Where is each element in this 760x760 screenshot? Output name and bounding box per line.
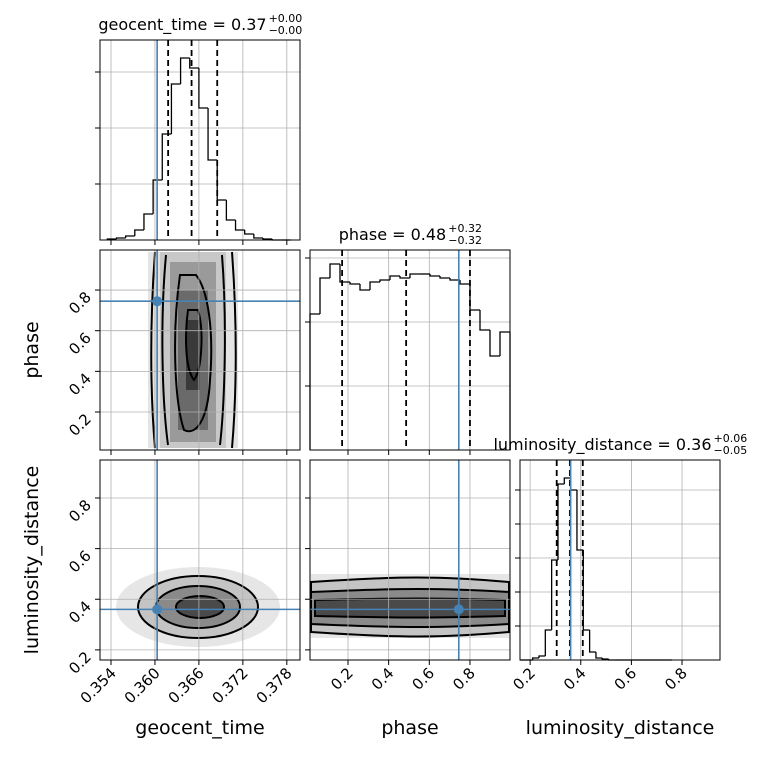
histogram-step <box>499 331 510 356</box>
panel-frame <box>99 39 301 241</box>
truth-marker <box>453 604 464 615</box>
histogram-step <box>479 310 490 331</box>
x-tick-label: 0.2 <box>509 664 539 694</box>
truth-marker <box>152 604 163 615</box>
x-tick-label: 0.6 <box>611 664 641 694</box>
histogram-step <box>582 550 590 631</box>
x-axis-label: phase <box>381 717 438 739</box>
x-tick-label: 0.8 <box>449 664 479 694</box>
histogram-step <box>349 282 360 285</box>
panel-frame <box>99 249 301 451</box>
histogram-step <box>469 284 480 311</box>
title-lower: −0.32 <box>448 234 482 247</box>
histogram-step <box>262 238 273 240</box>
x-axis-label: luminosity_distance <box>526 717 715 739</box>
y-tick-label: 0.2 <box>65 410 95 440</box>
histogram-step <box>134 229 144 236</box>
panel-frame <box>309 459 511 661</box>
histogram-step <box>601 658 609 660</box>
histogram-step <box>449 278 460 281</box>
x-tick-label: 0.372 <box>209 664 252 707</box>
histogram-step <box>216 160 227 201</box>
x-tick-label: 0.2 <box>327 664 357 694</box>
histogram-step <box>309 313 320 450</box>
histogram-step <box>429 274 440 277</box>
title-upper: +0.32 <box>448 222 482 235</box>
y-tick-label: 0.6 <box>65 329 95 359</box>
histogram-step <box>234 220 245 231</box>
histogram-step <box>409 273 420 278</box>
y-tick-label: 0.8 <box>65 496 95 526</box>
histogram-step <box>459 280 470 285</box>
x-axis-label: geocent_time <box>135 717 264 739</box>
y-axis-label: luminosity_distance <box>21 466 43 655</box>
panel-frame <box>309 249 511 451</box>
histogram-step <box>489 330 500 357</box>
histogram-step <box>170 83 181 134</box>
y-tick-label: 0.6 <box>65 547 95 577</box>
histogram-step <box>339 264 350 283</box>
histogram-step <box>369 281 380 290</box>
histogram-step <box>379 279 390 282</box>
histogram-step <box>161 133 172 180</box>
x-tick-label: 0.360 <box>121 664 164 707</box>
panel-title: phase = 0.48 <box>339 225 446 244</box>
histogram-step <box>152 179 163 214</box>
title-lower: −0.05 <box>714 444 748 457</box>
histogram-step <box>576 490 584 551</box>
histogram-step <box>588 630 596 653</box>
x-tick-label: 0.8 <box>661 664 691 694</box>
histogram-step <box>115 237 126 239</box>
histogram-step <box>439 276 450 279</box>
y-tick-label: 0.2 <box>65 648 95 678</box>
histogram-step <box>253 234 264 239</box>
histogram-step <box>329 263 340 278</box>
histogram-step <box>557 483 565 560</box>
x-tick-label: 0.378 <box>253 664 296 707</box>
y-tick-label: 0.8 <box>65 288 95 318</box>
histogram-step <box>544 629 552 656</box>
y-axis-label: phase <box>21 321 43 378</box>
histogram-step <box>319 277 330 314</box>
x-tick-label: 0.366 <box>165 664 208 707</box>
histogram-step <box>538 655 546 658</box>
title-lower: −0.00 <box>269 24 303 37</box>
truth-marker <box>152 296 163 307</box>
histogram-step <box>179 57 190 84</box>
histogram-step <box>399 276 410 279</box>
histogram-step <box>225 200 236 221</box>
histogram-step <box>143 213 154 230</box>
panel-title: luminosity_distance = 0.36 <box>493 435 711 455</box>
density-phase-distance <box>310 574 510 638</box>
x-tick-label: 0.4 <box>560 664 590 694</box>
histogram-step <box>189 58 199 69</box>
title-upper: +0.06 <box>714 432 748 445</box>
histogram-step <box>595 652 603 659</box>
density-geocent-distance <box>116 567 280 647</box>
x-tick-label: 0.6 <box>409 664 439 694</box>
histogram-step <box>198 68 209 109</box>
histogram-step <box>124 235 135 238</box>
y-tick-label: 0.4 <box>65 597 95 627</box>
histogram-step <box>532 657 539 660</box>
panel-title: geocent_time = 0.37 <box>98 15 266 35</box>
histogram-step <box>359 284 370 291</box>
panel-frame <box>99 459 301 661</box>
histogram-step <box>244 230 254 235</box>
histogram-step <box>389 275 400 280</box>
y-tick-label: 0.4 <box>65 369 95 399</box>
density-geocent-phase <box>148 251 238 449</box>
x-tick-label: 0.4 <box>368 664 398 694</box>
histogram-step <box>563 477 571 484</box>
histogram-step <box>569 478 577 491</box>
panel-frame <box>519 459 721 661</box>
histogram-step <box>207 108 218 161</box>
title-upper: +0.00 <box>269 12 303 25</box>
